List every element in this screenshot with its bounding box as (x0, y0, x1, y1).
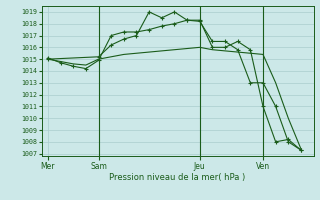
X-axis label: Pression niveau de la mer( hPa ): Pression niveau de la mer( hPa ) (109, 173, 246, 182)
